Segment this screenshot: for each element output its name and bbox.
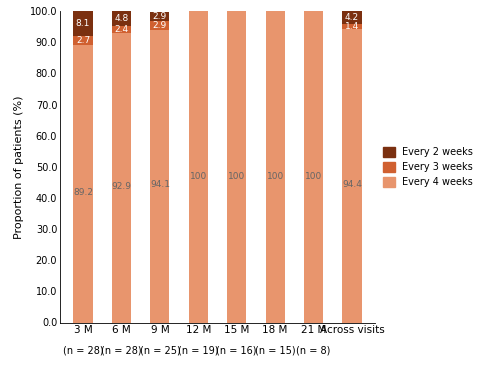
Y-axis label: Proportion of patients (%): Proportion of patients (%) [14,95,24,238]
Text: (n = 15): (n = 15) [255,346,296,356]
Bar [150,30,170,322]
Text: 4.2: 4.2 [345,13,359,22]
Text: 94.1: 94.1 [150,180,170,189]
Bar [74,45,92,322]
Bar [150,12,170,21]
Text: 1.4: 1.4 [345,22,359,31]
Text: (n = 28): (n = 28) [101,346,142,356]
Bar [266,11,284,322]
Text: 8.1: 8.1 [76,20,90,28]
Bar [112,26,131,33]
Text: 100: 100 [266,172,283,181]
Text: 2.9: 2.9 [153,21,167,30]
Bar [74,11,92,36]
Text: 89.2: 89.2 [73,188,93,196]
Bar [188,11,208,322]
Bar [304,11,323,322]
Bar [112,11,131,26]
Text: 92.9: 92.9 [112,182,132,191]
Bar [227,11,246,322]
Text: (n = 16): (n = 16) [216,346,257,356]
Text: (n = 25): (n = 25) [140,346,180,356]
Text: (n = 19): (n = 19) [178,346,218,356]
Bar [342,11,361,24]
Legend: Every 2 weeks, Every 3 weeks, Every 4 weeks: Every 2 weeks, Every 3 weeks, Every 4 we… [383,147,474,187]
Text: 100: 100 [190,172,207,181]
Text: 94.4: 94.4 [342,180,362,189]
Text: (n = 28): (n = 28) [62,346,104,356]
Bar [150,21,170,30]
Text: 100: 100 [305,172,322,181]
Text: 2.4: 2.4 [114,25,128,34]
Text: 2.7: 2.7 [76,36,90,45]
Bar [342,24,361,28]
Text: 4.8: 4.8 [114,14,128,23]
Text: 2.9: 2.9 [153,12,167,21]
Bar [74,36,92,45]
Bar [112,33,131,322]
Text: 100: 100 [228,172,246,181]
Bar [342,28,361,322]
Text: (n = 8): (n = 8) [296,346,330,356]
